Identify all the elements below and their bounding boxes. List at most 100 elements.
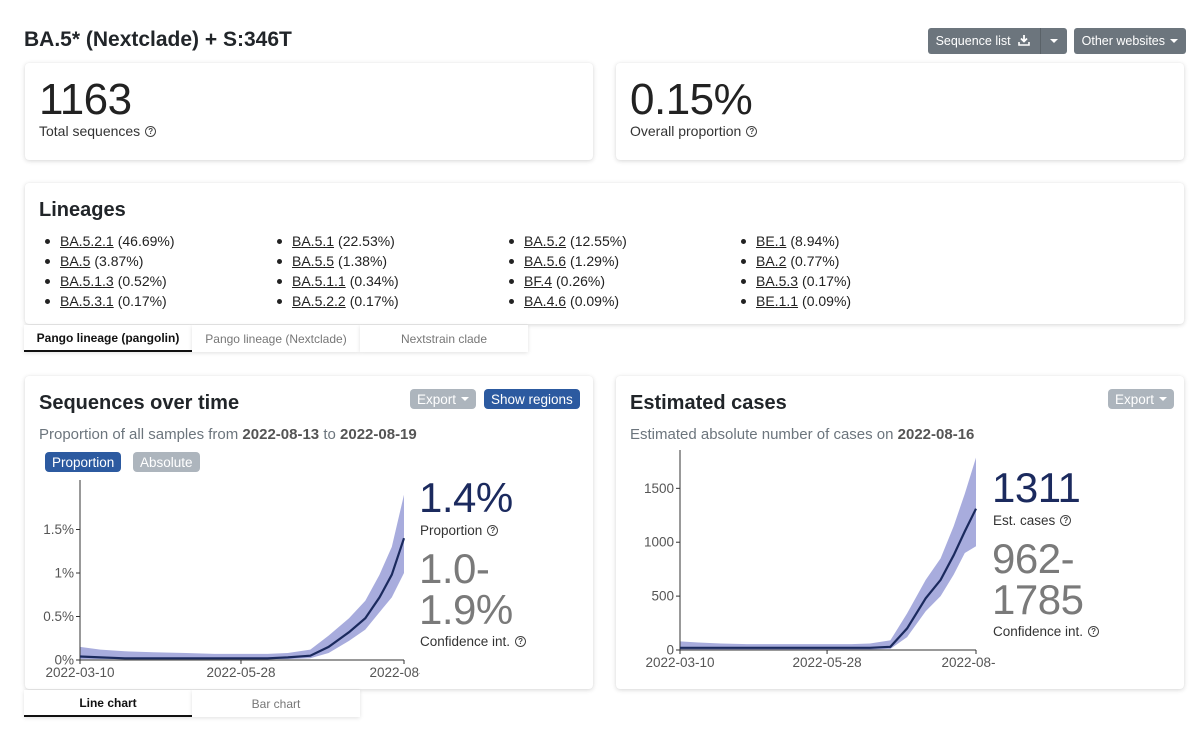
est-cases-ci-label: Confidence int.: [993, 624, 1084, 639]
chevron-down-icon: [1159, 397, 1168, 401]
subtitle-prefix: Proportion of all samples from: [39, 426, 239, 443]
bullet-icon: [277, 238, 282, 244]
other-websites-button[interactable]: Other websites: [1073, 28, 1186, 54]
y-tick-label: 0.5%: [43, 609, 74, 624]
tab-line-chart[interactable]: Line chart: [24, 690, 192, 717]
bullet-icon: [509, 238, 514, 244]
lineage-percentage: (0.09%): [802, 293, 852, 309]
list-item: BA.2 (0.77%): [741, 252, 973, 270]
est-cases-label: Est. cases: [993, 513, 1056, 528]
lineage-percentage: (0.77%): [790, 253, 840, 269]
sequences-subtitle: Proportion of all samples from 2022-08-1…: [39, 426, 417, 443]
download-icon: [1017, 34, 1030, 49]
lineage-link[interactable]: BA.5.3.1: [60, 293, 114, 309]
list-item: BE.1.1 (0.09%): [741, 292, 973, 310]
chevron-down-icon: [1170, 39, 1178, 43]
list-item: BA.5.1.3 (0.52%): [45, 272, 277, 290]
lineage-link[interactable]: BA.4.6: [524, 293, 567, 309]
bullet-icon: [45, 298, 50, 304]
lineage-link[interactable]: BA.5.5: [292, 253, 335, 269]
lineage-percentage: (12.55%): [570, 233, 627, 249]
other-websites-label: Other websites: [1081, 34, 1165, 48]
est-cases-label-row: Est. cases?: [993, 513, 1072, 528]
lineage-link[interactable]: BA.5.2.1: [60, 233, 114, 249]
bullet-icon: [741, 238, 746, 244]
proportion-ci-lower: 1.0-: [419, 545, 490, 592]
lineage-list: BA.5.2.1 (46.69%) BA.5.1 (22.53%) BA.5.2 (12.…: [45, 232, 985, 310]
proportion-ci-upper: 1.9%: [419, 586, 513, 633]
lineage-link[interactable]: BA.5.1.3: [60, 273, 114, 289]
lineage-percentage: (0.26%): [556, 273, 606, 289]
x-tick-label: 2022-03-10: [645, 655, 714, 670]
export-button[interactable]: Export: [410, 389, 477, 409]
help-icon[interactable]: ?: [1088, 626, 1100, 637]
bullet-icon: [741, 258, 746, 264]
absolute-toggle[interactable]: Absolute: [133, 452, 200, 472]
bullet-icon: [509, 298, 514, 304]
lineage-link[interactable]: BA.5.1: [292, 233, 335, 249]
list-item: BA.4.6 (0.09%): [509, 292, 741, 310]
lineage-link[interactable]: BA.5.2.2: [292, 293, 346, 309]
lineage-percentage: (0.17%): [349, 293, 399, 309]
tab-nextstrain-clade[interactable]: Nextstrain clade: [360, 325, 528, 352]
sequence-list-button[interactable]: Sequence list: [927, 28, 1040, 54]
export-label: Export: [417, 391, 457, 407]
lineage-tabs: Pango lineage (pangolin) Pango lineage (…: [24, 325, 528, 352]
total-sequences-label: Total sequences: [39, 123, 141, 139]
lineages-title: Lineages: [39, 199, 126, 221]
list-item: BA.5.1.1 (0.34%): [277, 272, 509, 290]
tab-pango-nextclade[interactable]: Pango lineage (Nextclade): [192, 325, 360, 352]
show-regions-button[interactable]: Show regions: [484, 389, 580, 409]
help-icon[interactable]: ?: [145, 126, 157, 137]
help-icon[interactable]: ?: [1060, 515, 1072, 526]
bullet-icon: [509, 258, 514, 264]
lineage-link[interactable]: BE.1.1: [756, 293, 799, 309]
overall-proportion-card: 0.15% Overall proportion?: [616, 63, 1184, 160]
overall-proportion-label: Overall proportion: [630, 123, 742, 139]
lineage-link[interactable]: BA.5.1.1: [292, 273, 346, 289]
bullet-icon: [277, 258, 282, 264]
list-item: BE.1 (8.94%): [741, 232, 973, 250]
lineage-percentage: (22.53%): [338, 233, 395, 249]
x-tick-label: 2022-03-10: [45, 665, 114, 680]
list-item: BA.5.2.2 (0.17%): [277, 292, 509, 310]
series-line: [680, 508, 977, 649]
estimated-cases-chart: 0 500 1000 1500 2022-03-10 2022-05-28 2022-08-…: [644, 450, 996, 670]
lineage-percentage: (46.69%): [117, 233, 175, 249]
sequence-list-label: Sequence list: [935, 34, 1011, 48]
help-icon[interactable]: ?: [515, 636, 527, 647]
y-tick-label: 0: [666, 643, 674, 658]
bullet-icon: [741, 278, 746, 284]
confidence-band: [80, 494, 404, 660]
lineage-link[interactable]: BA.5: [60, 253, 91, 269]
estimated-cases-card: Estimated cases Export Estimated absolut…: [616, 376, 1184, 689]
lineage-link[interactable]: BA.5.2: [524, 233, 567, 249]
chevron-down-icon: [1049, 39, 1058, 43]
proportion-ci-label-row: Confidence int.?: [420, 634, 527, 649]
est-cases-ci-upper: 1785: [992, 576, 1084, 623]
lineage-percentage: (0.34%): [349, 273, 399, 289]
lineages-card: Lineages BA.5.2.1 (46.69%) BA.5.1 (22.53%) B…: [25, 183, 1184, 324]
lineage-link[interactable]: BF.4: [524, 273, 553, 289]
export-label: Export: [1115, 391, 1155, 407]
tab-pango-pangolin[interactable]: Pango lineage (pangolin): [24, 325, 192, 352]
list-item: BA.5.6 (1.29%): [509, 252, 741, 270]
lineage-link[interactable]: BA.5.6: [524, 253, 567, 269]
list-item: BA.5.2.1 (46.69%): [45, 232, 277, 250]
tab-bar-chart[interactable]: Bar chart: [192, 690, 360, 717]
help-icon[interactable]: ?: [487, 525, 499, 536]
list-item: BF.4 (0.26%): [509, 272, 741, 290]
sequences-line-chart: 0% 0.5% 1% 1.5% 2022-03-10 2022-05-28 2022-08-…: [43, 480, 420, 680]
proportion-toggle[interactable]: Proportion: [45, 452, 122, 472]
y-tick-label: 0%: [54, 653, 74, 668]
lineage-percentage: (3.87%): [94, 253, 144, 269]
lineage-link[interactable]: BA.5.3: [756, 273, 799, 289]
est-cases-ci-label-row: Confidence int.?: [993, 624, 1100, 639]
help-icon[interactable]: ?: [746, 126, 758, 137]
lineage-link[interactable]: BA.2: [756, 253, 787, 269]
y-tick-label: 1000: [644, 535, 674, 550]
sequence-list-dropdown-toggle[interactable]: [1039, 28, 1067, 54]
bullet-icon: [45, 258, 50, 264]
lineage-link[interactable]: BE.1: [756, 233, 787, 249]
export-button[interactable]: Export: [1108, 389, 1175, 409]
